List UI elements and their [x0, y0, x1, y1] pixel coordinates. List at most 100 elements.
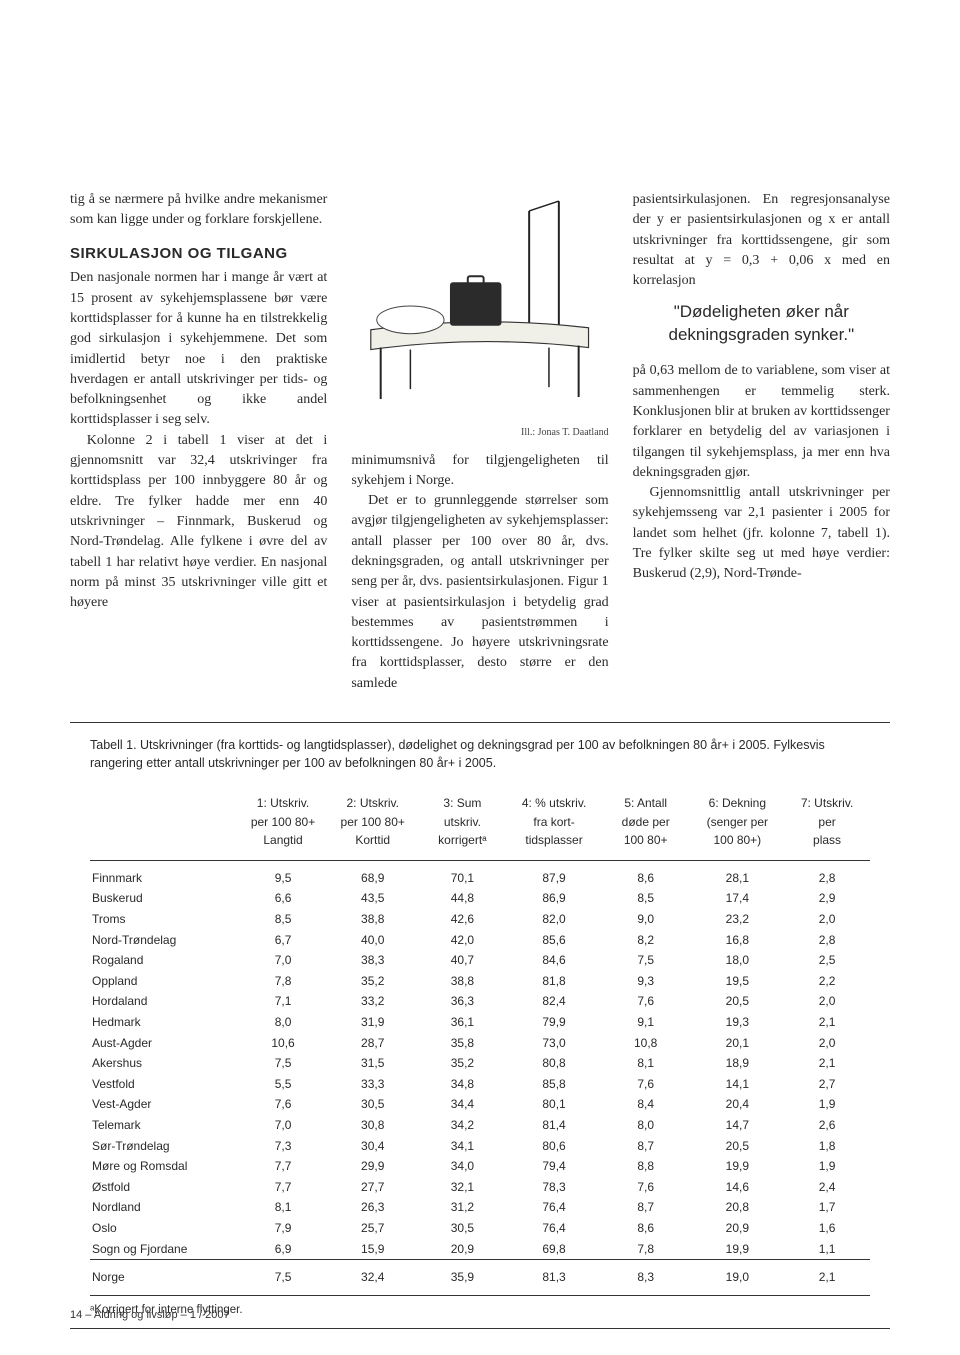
table-cell: 2,8	[784, 930, 870, 951]
table-cell: 32,4	[328, 1260, 418, 1296]
table-cell: 7,8	[238, 971, 328, 992]
table-cell: 82,4	[507, 991, 601, 1012]
table-row: Hedmark8,031,936,179,99,119,32,1	[90, 1012, 870, 1033]
table-cell: 86,9	[507, 888, 601, 909]
table-col-header: 4: % utskriv.fra kort-tidsplasser	[507, 790, 601, 860]
table-cell: 44,8	[418, 888, 508, 909]
table-cell: 33,2	[328, 991, 418, 1012]
col3-p2: på 0,63 mellom de to variablene, som vis…	[633, 361, 890, 483]
table-cell: 31,2	[418, 1197, 508, 1218]
table-cell: 26,3	[328, 1197, 418, 1218]
table-cell: 80,6	[507, 1136, 601, 1157]
table-cell: 6,9	[238, 1239, 328, 1260]
table-cell: 7,7	[238, 1156, 328, 1177]
table-cell: 1,6	[784, 1218, 870, 1239]
table-cell: Hedmark	[90, 1012, 238, 1033]
table-cell: 42,0	[418, 930, 508, 951]
table-cell: 9,0	[601, 909, 691, 930]
table-cell: 8,8	[601, 1156, 691, 1177]
table-row: Akershus7,531,535,280,88,118,92,1	[90, 1053, 870, 1074]
col3-p1: pasientsirkulasjonen. En regresjons­anal…	[633, 190, 890, 291]
table-row: Møre og Romsdal7,729,934,079,48,819,91,9	[90, 1156, 870, 1177]
table-cell: 36,1	[418, 1012, 508, 1033]
table-cell: Møre og Romsdal	[90, 1156, 238, 1177]
table-cell: 34,8	[418, 1074, 508, 1095]
table-col-header: 3: Sumutskriv.korrigertᵃ	[418, 790, 508, 860]
table-cell: Nordland	[90, 1197, 238, 1218]
table-cell: 40,0	[328, 930, 418, 951]
col1-intro: tig å se nærmere på hvilke andre mekanis…	[70, 190, 327, 231]
table-cell: Aust-Agder	[90, 1033, 238, 1054]
table-col-header: 6: Dekning(senger per100 80+)	[691, 790, 785, 860]
table-cell: 35,2	[418, 1053, 508, 1074]
table-cell: 40,7	[418, 950, 508, 971]
table-cell: 8,0	[601, 1115, 691, 1136]
table-cell: 28,7	[328, 1033, 418, 1054]
table-cell: 42,6	[418, 909, 508, 930]
table-cell: 34,2	[418, 1115, 508, 1136]
table-cell: 8,6	[601, 860, 691, 888]
table-cell: 17,4	[691, 888, 785, 909]
table-cell: 80,8	[507, 1053, 601, 1074]
table-cell: 76,4	[507, 1197, 601, 1218]
table-cell: 8,6	[601, 1218, 691, 1239]
table-cell: 9,1	[601, 1012, 691, 1033]
table-cell: 2,7	[784, 1074, 870, 1095]
table-row: Sogn og Fjordane6,915,920,969,87,819,91,…	[90, 1239, 870, 1260]
table-cell: 6,7	[238, 930, 328, 951]
table-cell: 85,8	[507, 1074, 601, 1095]
table-cell: 38,3	[328, 950, 418, 971]
table-cell: 35,8	[418, 1033, 508, 1054]
table-cell: 78,3	[507, 1177, 601, 1198]
table-cell: Troms	[90, 909, 238, 930]
table-cell: 8,5	[601, 888, 691, 909]
table-row: Oppland7,835,238,881,89,319,52,2	[90, 971, 870, 992]
table-cell: 2,8	[784, 860, 870, 888]
table-cell: 2,1	[784, 1012, 870, 1033]
table-cell: 2,9	[784, 888, 870, 909]
data-table: 1: Utskriv.per 100 80+Langtid2: Utskriv.…	[90, 790, 870, 1296]
table-cell: 10,6	[238, 1033, 328, 1054]
table-row: Aust-Agder10,628,735,873,010,820,12,0	[90, 1033, 870, 1054]
table-cell: Finnmark	[90, 860, 238, 888]
table-cell: 27,7	[328, 1177, 418, 1198]
table-cell: 1,1	[784, 1239, 870, 1260]
table-cell: 8,3	[601, 1260, 691, 1296]
table-cell: Oppland	[90, 971, 238, 992]
table-cell: 38,8	[328, 909, 418, 930]
table-cell: 15,9	[328, 1239, 418, 1260]
table-cell: 2,0	[784, 1033, 870, 1054]
col1-p1: Den nasjonale normen har i mange år vært…	[70, 268, 327, 430]
table-cell: 20,4	[691, 1094, 785, 1115]
table-cell: 7,6	[601, 1177, 691, 1198]
table-cell: 36,3	[418, 991, 508, 1012]
table-cell: 30,5	[418, 1218, 508, 1239]
table-cell: 7,9	[238, 1218, 328, 1239]
table-cell: 7,6	[601, 1074, 691, 1095]
col2-p2: Det er to grunnleggende størrel­ser som …	[351, 491, 608, 694]
table-cell: 19,0	[691, 1260, 785, 1296]
table-cell: 73,0	[507, 1033, 601, 1054]
table-cell: 34,0	[418, 1156, 508, 1177]
table-cell: 9,3	[601, 971, 691, 992]
table-row: Troms8,538,842,682,09,023,22,0	[90, 909, 870, 930]
table-cell: 7,5	[601, 950, 691, 971]
table-cell: 34,1	[418, 1136, 508, 1157]
illustration-caption: Ill.: Jonas T. Daatland	[351, 426, 608, 441]
table-cell: 7,0	[238, 1115, 328, 1136]
table-cell: Akershus	[90, 1053, 238, 1074]
article-columns: tig å se nærmere på hvilke andre mekanis…	[70, 190, 890, 694]
table-cell: 20,9	[691, 1218, 785, 1239]
table-cell: Vest-Agder	[90, 1094, 238, 1115]
table-row: Telemark7,030,834,281,48,014,72,6	[90, 1115, 870, 1136]
table-cell: 35,9	[418, 1260, 508, 1296]
table-cell: 81,8	[507, 971, 601, 992]
table-cell: 5,5	[238, 1074, 328, 1095]
table-cell: 30,8	[328, 1115, 418, 1136]
table-cell: 23,2	[691, 909, 785, 930]
table-cell: 82,0	[507, 909, 601, 930]
table-cell: 19,9	[691, 1156, 785, 1177]
table-cell: 70,1	[418, 860, 508, 888]
table-row: Sør-Trøndelag7,330,434,180,68,720,51,8	[90, 1136, 870, 1157]
table-cell: 20,5	[691, 1136, 785, 1157]
